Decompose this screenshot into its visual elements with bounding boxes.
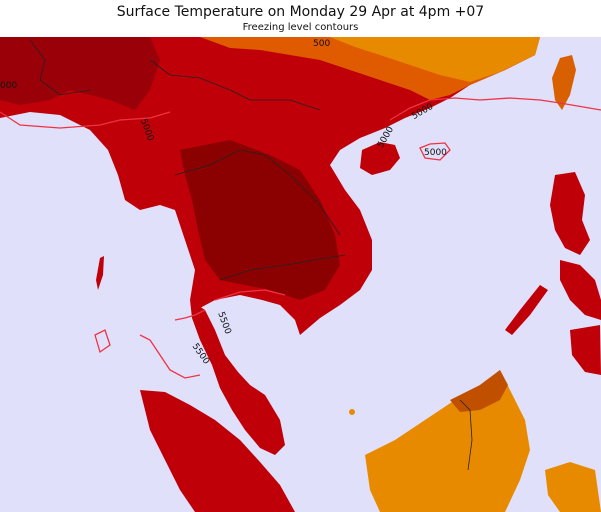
land-sulawesi [545,462,601,512]
land-small-island [349,409,355,415]
map-header: Surface Temperature on Monday 29 Apr at … [0,0,601,37]
land-borneo-north [450,370,508,412]
land-sumatra [140,390,295,512]
map-title: Surface Temperature on Monday 29 Apr at … [116,4,485,20]
land-taiwan [552,55,576,110]
map-subtitle: Freezing level contours [242,22,359,33]
contour-label: 5000 [424,148,447,158]
contour-label: 000 [0,81,17,91]
land-visayas [560,260,601,320]
land-luzon [550,172,590,255]
contour-label: 500 [313,39,330,49]
land-andaman [96,256,104,290]
land-malay-peninsula [190,300,285,455]
land-thailand-very-hot [180,140,340,300]
land-mindanao [570,325,601,375]
land-china-orange-2 [330,37,540,82]
land-palawan [505,285,548,335]
country-borders [29,39,473,471]
land-interior-very-hot [0,37,160,110]
temperature-map: 000 5000 500 5000 5000 5000 5500 5500 [0,37,601,512]
land-hainan [360,142,400,175]
freezing-contours [0,97,601,379]
